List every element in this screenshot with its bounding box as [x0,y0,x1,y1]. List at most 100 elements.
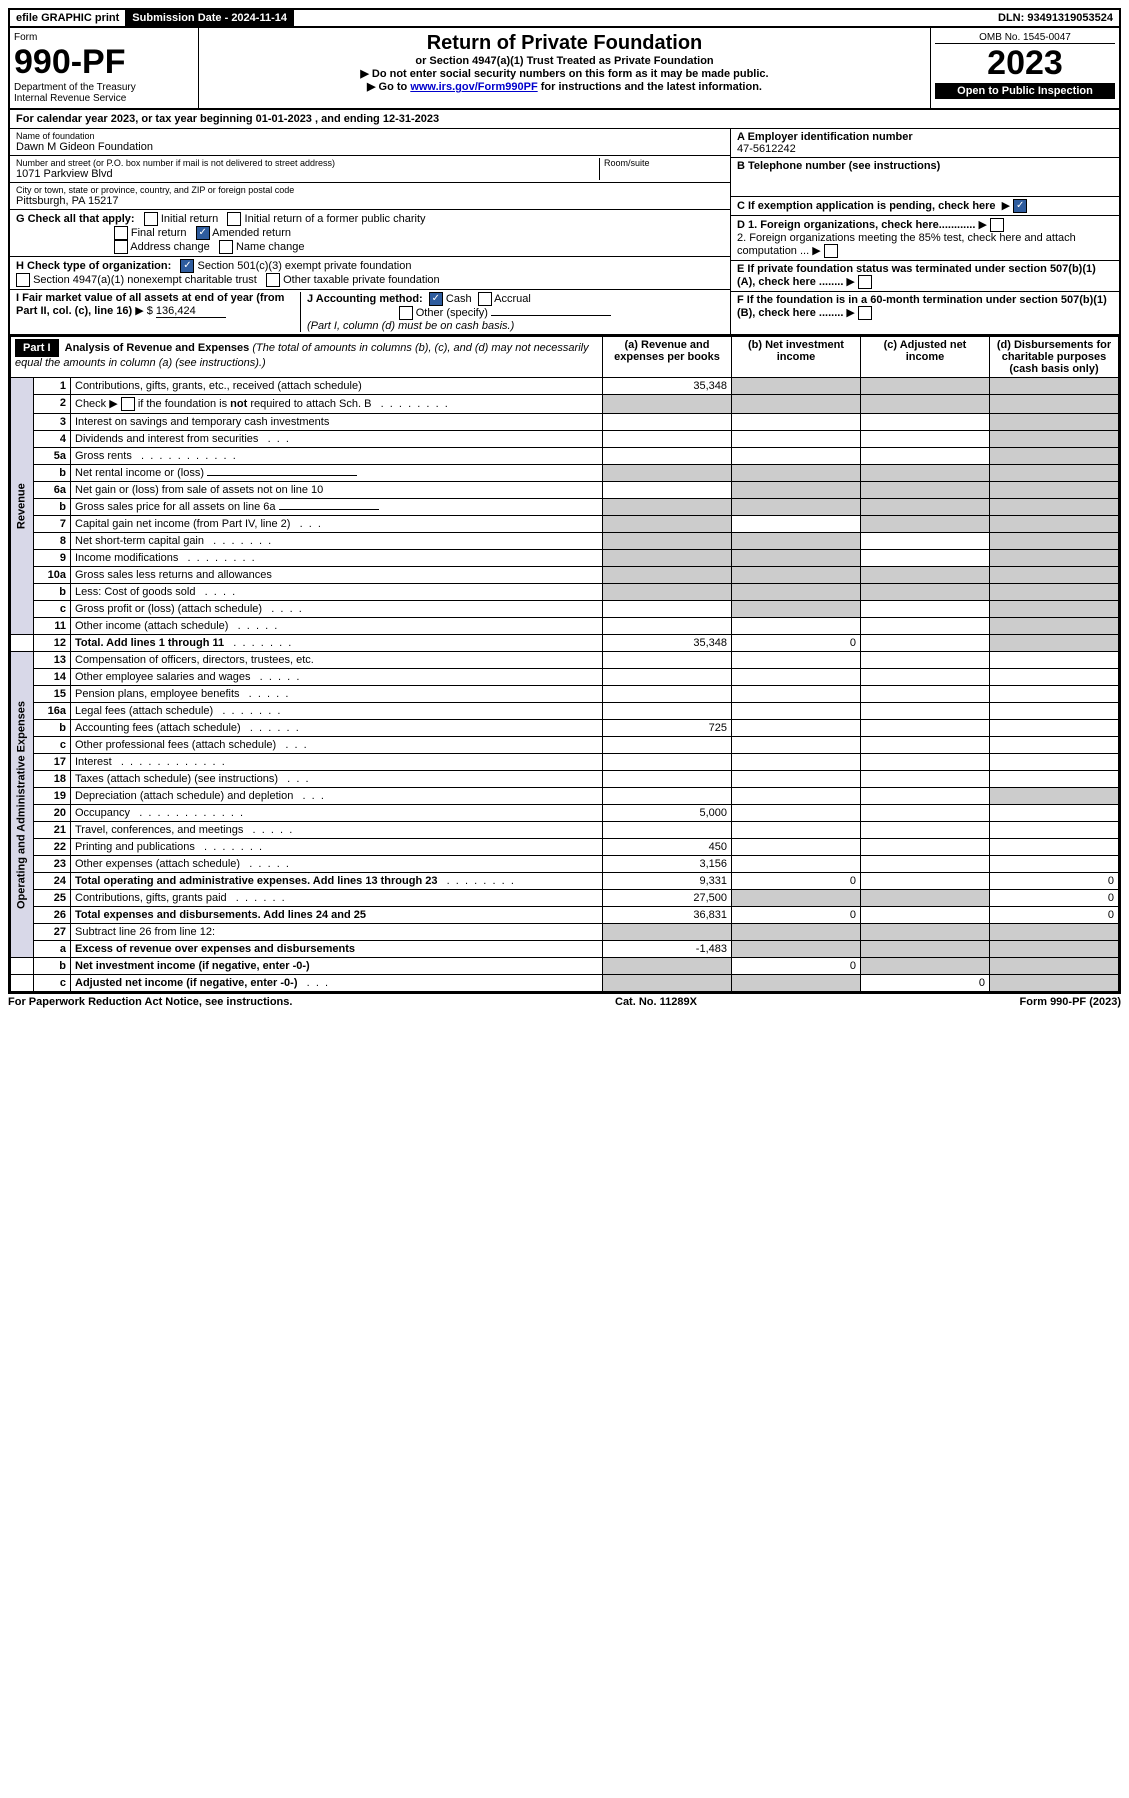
row-27: 27Subtract line 26 from line 12: [11,924,1119,941]
note1: ▶ Do not enter social security numbers o… [203,67,926,80]
row-16b: bAccounting fees (attach schedule) . . .… [11,720,1119,737]
row-27a: aExcess of revenue over expenses and dis… [11,941,1119,958]
footer-mid: Cat. No. 11289X [615,996,697,1008]
g-final: Final return [131,227,187,239]
row-16c: cOther professional fees (attach schedul… [11,737,1119,754]
r21-num: 21 [34,822,71,839]
row-18: 18Taxes (attach schedule) (see instructi… [11,771,1119,788]
city-box: City or town, state or province, country… [10,183,730,210]
row-6a: 6aNet gain or (loss) from sale of assets… [11,482,1119,499]
col-a-header: (a) Revenue and expenses per books [603,337,732,378]
a-label: A Employer identification number [737,131,913,143]
row-2: 2Check ▶ if the foundation is not requir… [11,395,1119,414]
row-27b: bNet investment income (if negative, ent… [11,958,1119,975]
r14-num: 14 [34,669,71,686]
part1-table: Part I Analysis of Revenue and Expenses … [10,336,1119,992]
check-501c3[interactable]: ✓ [180,259,194,273]
col-c-header: (c) Adjusted net income [861,337,990,378]
e-box: E If private foundation status was termi… [731,261,1119,292]
r11-text: Other income (attach schedule) [75,620,228,632]
entity-left: Name of foundation Dawn M Gideon Foundat… [10,129,731,334]
f-box: F If the foundation is in a 60-month ter… [731,292,1119,322]
r2-text: Check ▶ if the foundation is not require… [71,395,603,414]
check-4947[interactable] [16,273,30,287]
form-container: efile GRAPHIC print Submission Date - 20… [8,8,1121,994]
r6b-text: Gross sales price for all assets on line… [75,501,276,513]
row-1: Revenue 1 Contributions, gifts, grants, … [11,378,1119,395]
r1-text: Contributions, gifts, grants, etc., rece… [71,378,603,395]
street-box: Number and street (or P.O. box number if… [10,156,730,183]
check-initial-former[interactable] [227,212,241,226]
room-label: Room/suite [604,158,724,168]
r27a-a: -1,483 [603,941,732,958]
r10b-text: Less: Cost of goods sold [75,586,195,598]
check-schb[interactable] [121,397,135,411]
check-address[interactable] [114,240,128,254]
j-accrual: Accrual [494,293,531,305]
check-pending[interactable]: ✓ [1013,199,1027,213]
part1-label: Part I [15,339,59,357]
j-cash: Cash [446,293,472,305]
r10c-text: Gross profit or (loss) (attach schedule) [75,603,262,615]
r16c-text: Other professional fees (attach schedule… [75,739,276,751]
check-final[interactable] [114,226,128,240]
check-other-method[interactable] [399,306,413,320]
r10a-text: Gross sales less returns and allowances [75,569,272,581]
r12-num: 12 [34,635,71,652]
r13-text: Compensation of officers, directors, tru… [71,652,603,669]
row-26: 26Total expenses and disbursements. Add … [11,907,1119,924]
check-f[interactable] [858,306,872,320]
check-name[interactable] [219,240,233,254]
row-13: Operating and Administrative Expenses 13… [11,652,1119,669]
entity-right: A Employer identification number 47-5612… [731,129,1119,334]
r19-text: Depreciation (attach schedule) and deple… [75,790,293,802]
r16b-num: b [34,720,71,737]
r27c-c: 0 [861,975,990,992]
check-d2[interactable] [824,244,838,258]
r27c-text: Adjusted net income (if negative, enter … [75,977,297,989]
h-label: H Check type of organization: [16,260,171,272]
r20-num: 20 [34,805,71,822]
r1-d [990,378,1119,395]
r27-num: 27 [34,924,71,941]
check-cash[interactable]: ✓ [429,292,443,306]
irs-link[interactable]: www.irs.gov/Form990PF [410,81,537,93]
row-23: 23Other expenses (attach schedule) . . .… [11,856,1119,873]
note2-post: for instructions and the latest informat… [538,81,762,93]
j-note: (Part I, column (d) must be on cash basi… [307,320,514,332]
r19-num: 19 [34,788,71,805]
row-5a: 5aGross rents . . . . . . . . . . . [11,448,1119,465]
check-other-taxable[interactable] [266,273,280,287]
name-box: Name of foundation Dawn M Gideon Foundat… [10,129,730,156]
h-trust: Section 4947(a)(1) nonexempt charitable … [33,274,257,286]
city-value: Pittsburgh, PA 15217 [16,195,724,207]
r25-d: 0 [990,890,1119,907]
r3-num: 3 [34,414,71,431]
r26-a: 36,831 [603,907,732,924]
header-row: Form 990-PF Department of the Treasury I… [10,28,1119,110]
header-left: Form 990-PF Department of the Treasury I… [10,28,199,108]
street-value: 1071 Parkview Blvd [16,168,595,180]
r27a-num: a [34,941,71,958]
b-label: B Telephone number (see instructions) [737,160,940,172]
check-e[interactable] [858,275,872,289]
r21-text: Travel, conferences, and meetings [75,824,243,836]
footer: For Paperwork Reduction Act Notice, see … [8,994,1121,1008]
form-word: Form [14,32,194,43]
r22-num: 22 [34,839,71,856]
r27-text: Subtract line 26 from line 12: [71,924,603,941]
check-initial[interactable] [144,212,158,226]
form-title: Return of Private Foundation [203,32,926,55]
check-amended[interactable]: ✓ [196,226,210,240]
r26-text: Total expenses and disbursements. Add li… [75,909,366,921]
r24-d: 0 [990,873,1119,890]
r1-num: 1 [34,378,71,395]
check-d1[interactable] [990,218,1004,232]
r13-num: 13 [34,652,71,669]
h-other: Other taxable private foundation [283,274,440,286]
r27b-text: Net investment income (if negative, ente… [75,960,310,972]
row-10a: 10aGross sales less returns and allowanc… [11,567,1119,584]
r24-b: 0 [732,873,861,890]
cal-end: 12-31-2023 [383,113,439,125]
check-accrual[interactable] [478,292,492,306]
